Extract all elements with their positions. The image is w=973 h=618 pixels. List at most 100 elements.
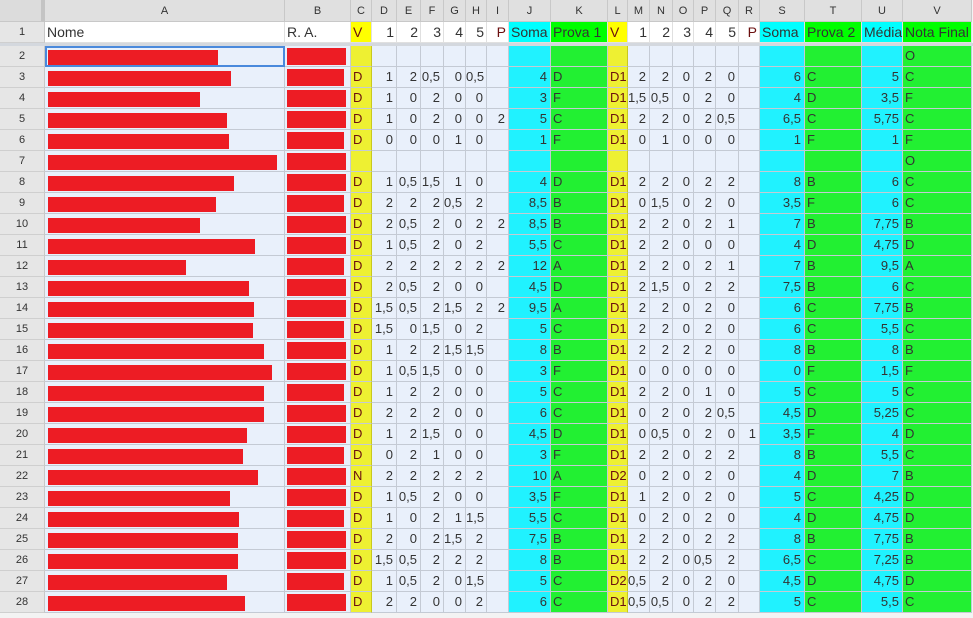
cell-j7[interactable] [509, 151, 551, 172]
cell-f17[interactable]: 1,5 [421, 361, 444, 382]
cell-l8[interactable]: D1 [608, 172, 628, 193]
cell-i2[interactable] [487, 46, 509, 67]
cell-r7[interactable] [739, 151, 760, 172]
cell-e14[interactable]: 0,5 [397, 298, 421, 319]
cell-e21[interactable]: 2 [397, 445, 421, 466]
cell-h7[interactable] [466, 151, 487, 172]
cell-c11[interactable]: D [351, 235, 372, 256]
cell-e26[interactable]: 0,5 [397, 550, 421, 571]
column-header-d[interactable]: D [372, 0, 397, 22]
cell-o23[interactable]: 0 [673, 487, 694, 508]
cell-p16[interactable]: 2 [694, 340, 716, 361]
header-cell-a[interactable]: Nome [45, 22, 285, 43]
cell-s7[interactable] [760, 151, 805, 172]
cell-c25[interactable]: D [351, 529, 372, 550]
cell-g26[interactable]: 2 [444, 550, 466, 571]
cell-f6[interactable]: 0 [421, 130, 444, 151]
cell-e5[interactable]: 0 [397, 109, 421, 130]
cell-m27[interactable]: 0,5 [628, 571, 650, 592]
cell-q24[interactable]: 0 [716, 508, 739, 529]
cell-q15[interactable]: 0 [716, 319, 739, 340]
cell-e25[interactable]: 0 [397, 529, 421, 550]
cell-u13[interactable]: 6 [862, 277, 903, 298]
cell-u16[interactable]: 8 [862, 340, 903, 361]
cell-r26[interactable] [739, 550, 760, 571]
header-cell-g[interactable]: 4 [444, 22, 466, 43]
cell-t21[interactable]: B [805, 445, 862, 466]
cell-n10[interactable]: 2 [650, 214, 673, 235]
cell-p17[interactable]: 0 [694, 361, 716, 382]
cell-f14[interactable]: 2 [421, 298, 444, 319]
column-header-h[interactable]: H [466, 0, 487, 22]
cell-r6[interactable] [739, 130, 760, 151]
cell-n28[interactable]: 0,5 [650, 592, 673, 613]
cell-s27[interactable]: 4,5 [760, 571, 805, 592]
cell-s4[interactable]: 4 [760, 88, 805, 109]
cell-i22[interactable] [487, 466, 509, 487]
cell-s3[interactable]: 6 [760, 67, 805, 88]
cell-e13[interactable]: 0,5 [397, 277, 421, 298]
cell-q10[interactable]: 1 [716, 214, 739, 235]
row-header-19[interactable]: 19 [0, 403, 45, 424]
cell-v28[interactable]: C [903, 592, 972, 613]
cell-c8[interactable]: D [351, 172, 372, 193]
row-header-20[interactable]: 20 [0, 424, 45, 445]
cell-t24[interactable]: D [805, 508, 862, 529]
header-cell-b[interactable]: R. A. [285, 22, 351, 43]
cell-t12[interactable]: B [805, 256, 862, 277]
cell-r15[interactable] [739, 319, 760, 340]
cell-j5[interactable]: 5 [509, 109, 551, 130]
cell-k28[interactable]: C [551, 592, 608, 613]
cell-r5[interactable] [739, 109, 760, 130]
cell-e16[interactable]: 2 [397, 340, 421, 361]
cell-n26[interactable]: 2 [650, 550, 673, 571]
cell-m24[interactable]: 0 [628, 508, 650, 529]
cell-g28[interactable]: 0 [444, 592, 466, 613]
cell-p14[interactable]: 2 [694, 298, 716, 319]
cell-m3[interactable]: 2 [628, 67, 650, 88]
cell-n22[interactable]: 2 [650, 466, 673, 487]
cell-m26[interactable]: 2 [628, 550, 650, 571]
cell-p3[interactable]: 2 [694, 67, 716, 88]
cell-n11[interactable]: 2 [650, 235, 673, 256]
cell-l4[interactable]: D1 [608, 88, 628, 109]
cell-u26[interactable]: 7,25 [862, 550, 903, 571]
cell-p4[interactable]: 2 [694, 88, 716, 109]
cell-v11[interactable]: D [903, 235, 972, 256]
cell-f11[interactable]: 2 [421, 235, 444, 256]
cell-u7[interactable] [862, 151, 903, 172]
cell-r13[interactable] [739, 277, 760, 298]
cell-o26[interactable]: 0 [673, 550, 694, 571]
cell-n17[interactable]: 0 [650, 361, 673, 382]
cell-r25[interactable] [739, 529, 760, 550]
cell-g15[interactable]: 0 [444, 319, 466, 340]
cell-d23[interactable]: 1 [372, 487, 397, 508]
cell-q16[interactable]: 0 [716, 340, 739, 361]
cell-n14[interactable]: 2 [650, 298, 673, 319]
cell-q2[interactable] [716, 46, 739, 67]
cell-q13[interactable]: 2 [716, 277, 739, 298]
cell-p2[interactable] [694, 46, 716, 67]
cell-o5[interactable]: 0 [673, 109, 694, 130]
cell-n2[interactable] [650, 46, 673, 67]
cell-f27[interactable]: 2 [421, 571, 444, 592]
cell-i14[interactable]: 2 [487, 298, 509, 319]
cell-s17[interactable]: 0 [760, 361, 805, 382]
cell-s15[interactable]: 6 [760, 319, 805, 340]
cell-o6[interactable]: 0 [673, 130, 694, 151]
cell-c17[interactable]: D [351, 361, 372, 382]
cell-h27[interactable]: 1,5 [466, 571, 487, 592]
cell-u14[interactable]: 7,75 [862, 298, 903, 319]
cell-h5[interactable]: 0 [466, 109, 487, 130]
column-header-c[interactable]: C [351, 0, 372, 22]
cell-h20[interactable]: 0 [466, 424, 487, 445]
cell-d26[interactable]: 1,5 [372, 550, 397, 571]
row-header-16[interactable]: 16 [0, 340, 45, 361]
cell-g13[interactable]: 0 [444, 277, 466, 298]
cell-s26[interactable]: 6,5 [760, 550, 805, 571]
cell-n8[interactable]: 2 [650, 172, 673, 193]
column-header-o[interactable]: O [673, 0, 694, 22]
cell-m25[interactable]: 2 [628, 529, 650, 550]
cell-h28[interactable]: 2 [466, 592, 487, 613]
cell-l7[interactable] [608, 151, 628, 172]
